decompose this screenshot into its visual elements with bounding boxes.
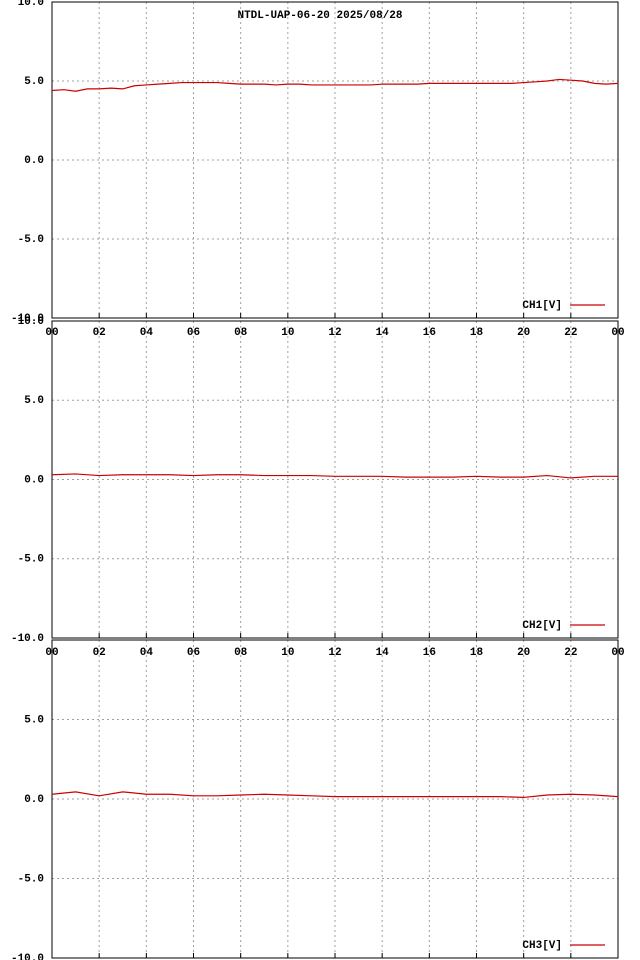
x-tick-label: 02	[93, 647, 106, 659]
x-tick-label: 20	[517, 647, 530, 659]
legend-label: CH1[V]	[522, 300, 562, 312]
x-tick-label: 06	[187, 647, 200, 659]
series-line	[51, 473, 618, 479]
y-tick-label: 10.0	[18, 0, 44, 9]
y-tick-label: -5.0	[18, 234, 44, 246]
x-tick-label: 04	[140, 647, 154, 659]
plot-frame	[51, 1, 619, 319]
y-tick-label: 5.0	[24, 714, 44, 726]
y-tick-label: 5.0	[24, 76, 44, 88]
y-tick-label: -10.0	[11, 953, 44, 960]
y-tick-label: 0.0	[24, 155, 44, 167]
legend-label: CH3[V]	[522, 940, 562, 952]
y-tick-label: -10.0	[11, 313, 44, 325]
y-tick-label: 0.0	[24, 474, 44, 486]
legend-label: CH2[V]	[522, 620, 562, 632]
y-tick-label: -10.0	[11, 633, 44, 645]
x-tick-label: 08	[234, 647, 248, 659]
x-tick-label: 10	[281, 647, 294, 659]
x-tick-label: 12	[328, 647, 341, 659]
x-tick-label: 18	[470, 647, 484, 659]
y-tick-label: 10.0	[18, 316, 44, 328]
y-tick-label: -5.0	[18, 554, 44, 566]
y-tick-label: -5.0	[18, 873, 44, 885]
x-tick-label: 22	[564, 647, 577, 659]
y-tick-label: 5.0	[24, 395, 44, 407]
x-tick-label: 14	[376, 647, 390, 659]
plot-frame	[51, 639, 619, 959]
plot-frame	[51, 320, 619, 639]
series-line	[51, 78, 619, 92]
series-line	[51, 791, 619, 799]
x-tick-label: 16	[423, 647, 436, 659]
y-tick-label: 0.0	[24, 794, 44, 806]
chart-title: NTDL-UAP-06-20 2025/08/28	[237, 10, 402, 22]
